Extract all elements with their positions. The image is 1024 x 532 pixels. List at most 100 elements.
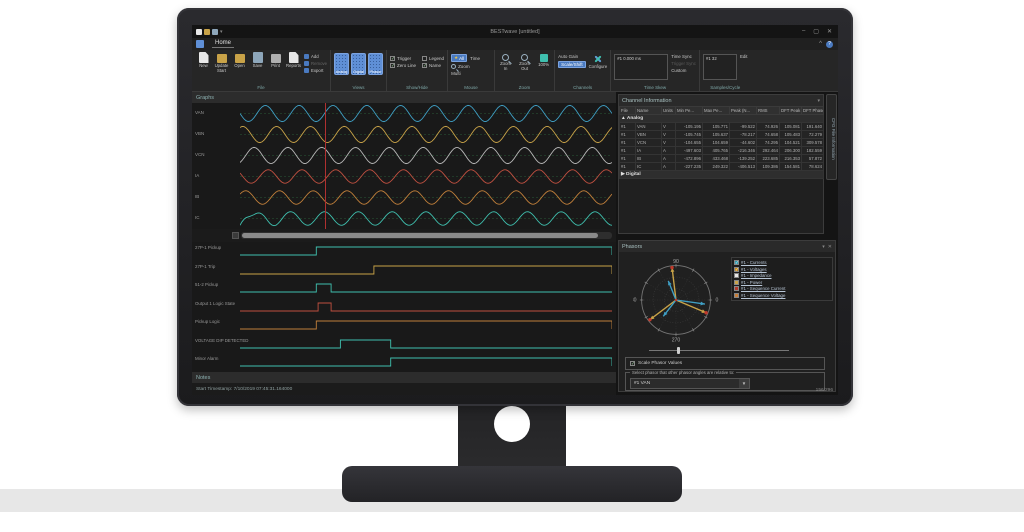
table-row[interactable]: #1 VCN V -104.655 104.659 -44.602 74.295 104.52… — [619, 138, 824, 147]
help-icon[interactable]: ? — [826, 40, 833, 48]
view-phasor-button[interactable]: Phasor — [368, 53, 384, 75]
save-file-icon[interactable] — [212, 28, 218, 35]
table-row[interactable]: #1 VAN V -105.195 105.771 -99.522 74.926 105.08… — [619, 122, 824, 131]
phasor-legend-item[interactable]: #1 - Sequence Voltage — [734, 292, 830, 298]
new-button[interactable]: New — [195, 52, 212, 73]
column-header-file[interactable]: File — [619, 106, 636, 115]
tab-home[interactable]: Home — [212, 40, 235, 48]
table-group-row-digital[interactable]: ▶ Digital — [619, 170, 824, 179]
check-trigger[interactable]: Trigger — [390, 56, 416, 61]
auto-gain-button[interactable]: Auto Gain — [558, 54, 579, 59]
phasor-legend-item[interactable]: #1 - Sequence Current — [734, 286, 830, 291]
checkbox-icon[interactable] — [390, 63, 396, 68]
phasor-legend-item[interactable]: #1 - Impedance — [734, 273, 830, 278]
group-label[interactable]: ▲ Analog — [619, 114, 824, 123]
phasor-scale-slider[interactable] — [649, 347, 789, 354]
column-header-name[interactable]: Name — [635, 106, 662, 115]
digital-waveform[interactable] — [240, 355, 612, 369]
slider-track[interactable] — [649, 350, 789, 351]
add-button[interactable]: Add — [304, 54, 327, 59]
analog-waveform[interactable] — [240, 124, 612, 145]
legend-checkbox-icon[interactable] — [734, 286, 739, 291]
dropdown-arrow-icon[interactable]: ▼ — [739, 379, 749, 388]
reports-button[interactable]: Reports — [285, 52, 302, 73]
remove-button[interactable]: Remove — [304, 61, 327, 66]
group-label[interactable]: ▶ Digital — [619, 170, 824, 179]
qat-dropdown-icon[interactable]: ▾ — [220, 28, 223, 35]
mouse-time-button[interactable]: Time — [470, 55, 480, 61]
time-sync-button[interactable]: Time Sync — [671, 54, 692, 59]
scrollbar-track[interactable] — [241, 232, 612, 239]
column-header-rms[interactable]: RMS — [756, 106, 780, 115]
checkbox-icon[interactable] — [422, 63, 428, 68]
horizontal-scrollbar[interactable] — [192, 231, 616, 240]
digital-waveform[interactable] — [240, 318, 612, 332]
column-header-dft-peak[interactable]: DFT Peak — [779, 106, 802, 115]
analog-waveform[interactable] — [240, 208, 612, 229]
save-button[interactable]: Save — [249, 52, 266, 73]
analog-waveform[interactable] — [240, 187, 612, 208]
zoom-out-button[interactable]: Zoom Out — [517, 54, 532, 71]
print-button[interactable]: Print — [267, 52, 284, 73]
phasors-pin-icon[interactable]: ▾ — [822, 243, 825, 250]
configure-button[interactable]: Configure — [589, 54, 608, 69]
phasor-legend-item[interactable]: ✓ #1 - Voltages — [734, 266, 830, 272]
legend-checkbox-icon[interactable] — [734, 279, 739, 285]
column-header-max-pe[interactable]: Max Pe... — [702, 106, 730, 115]
check-zero-line[interactable]: Zero Line — [390, 63, 416, 68]
column-header-dft-phase[interactable]: DFT Phase — [801, 106, 824, 115]
phasor-polar-plot[interactable]: 90 270 0 180 — [628, 257, 719, 345]
trigger-sync-button[interactable]: Trigger Sync — [671, 61, 696, 66]
maximize-icon[interactable]: ▢ — [813, 29, 819, 35]
slider-thumb[interactable] — [677, 347, 680, 354]
cfg-file-information-tab[interactable]: CFG File Information — [826, 94, 837, 180]
ribbon-collapse-icon[interactable]: ^ — [819, 41, 822, 47]
digital-plot-area[interactable]: 27P-1 Pickup 27P-1 Trip 51-2 Pickup Output … — [192, 242, 616, 372]
samples-cycle-value[interactable]: #1 32 — [702, 54, 737, 80]
analog-waveform[interactable] — [240, 166, 612, 187]
mouse-zoom-button[interactable]: Zoom — [451, 64, 470, 69]
100-button[interactable]: 100% — [536, 54, 551, 71]
check-legend[interactable]: Legend — [422, 56, 444, 61]
digital-waveform[interactable] — [240, 263, 612, 277]
scale-shift-button[interactable]: Scale/Shift — [558, 61, 586, 68]
scrollbar-thumb[interactable] — [242, 233, 599, 238]
checkbox-icon[interactable] — [390, 56, 396, 61]
digital-waveform[interactable] — [240, 281, 612, 295]
digital-waveform[interactable] — [240, 300, 612, 314]
phasor-legend-item[interactable]: #1 - Power — [734, 279, 830, 285]
update-start-button[interactable]: Update Start — [213, 52, 230, 73]
digital-waveform[interactable] — [240, 244, 612, 258]
table-row[interactable]: #1 IC A -227.235 249.322 -406.513 109.386 154.5… — [619, 162, 824, 171]
zoom-in-button[interactable]: Zoom In — [498, 54, 513, 71]
open-file-icon[interactable] — [204, 28, 210, 35]
phasors-close-icon[interactable]: ✕ — [827, 243, 832, 250]
close-icon[interactable]: ✕ — [826, 29, 832, 35]
scale-phasor-checkbox[interactable] — [630, 361, 635, 366]
mouse-all-button[interactable]: ★ All — [451, 54, 468, 62]
edit-button[interactable]: Edit — [739, 54, 748, 59]
mouse-multi-button[interactable]: Multi — [451, 71, 461, 76]
column-header-peak-n[interactable]: Peak (N... — [729, 106, 757, 115]
column-header-min-pe[interactable]: Min Pe... — [675, 106, 703, 115]
checkbox-icon[interactable] — [422, 56, 428, 61]
view-digital-button[interactable]: Digital — [351, 53, 367, 75]
digital-waveform[interactable] — [240, 337, 612, 351]
new-file-icon[interactable] — [196, 28, 202, 35]
legend-checkbox-icon[interactable]: ✓ — [734, 266, 739, 272]
legend-checkbox-icon[interactable] — [734, 292, 739, 298]
export-button[interactable]: Export — [304, 68, 327, 73]
open-button[interactable]: Open — [231, 52, 248, 73]
table-group-row-analog[interactable]: ▲ Analog — [619, 114, 824, 123]
check-name[interactable]: Name — [422, 63, 444, 68]
phasor-legend-item[interactable]: ✓ #1 - Currents — [734, 260, 830, 265]
analog-waveform[interactable] — [240, 103, 612, 124]
table-row[interactable]: #1 IB A -472.896 433.468 -139.252 223.685 216.3… — [619, 154, 824, 163]
legend-checkbox-icon[interactable]: ✓ — [734, 260, 739, 265]
view-analog-button[interactable]: Analog — [334, 53, 350, 75]
table-row[interactable]: #1 VBN V -105.745 105.637 -78.217 74.658 105.48… — [619, 130, 824, 139]
panel-pin-icon[interactable]: ▾ — [817, 97, 820, 104]
relative-phasor-dropdown[interactable]: #1 VAN ▼ — [630, 378, 750, 389]
analog-plot-area[interactable]: VAN VBN VCN IA IB IC — [192, 103, 616, 229]
analog-waveform[interactable] — [240, 145, 612, 166]
